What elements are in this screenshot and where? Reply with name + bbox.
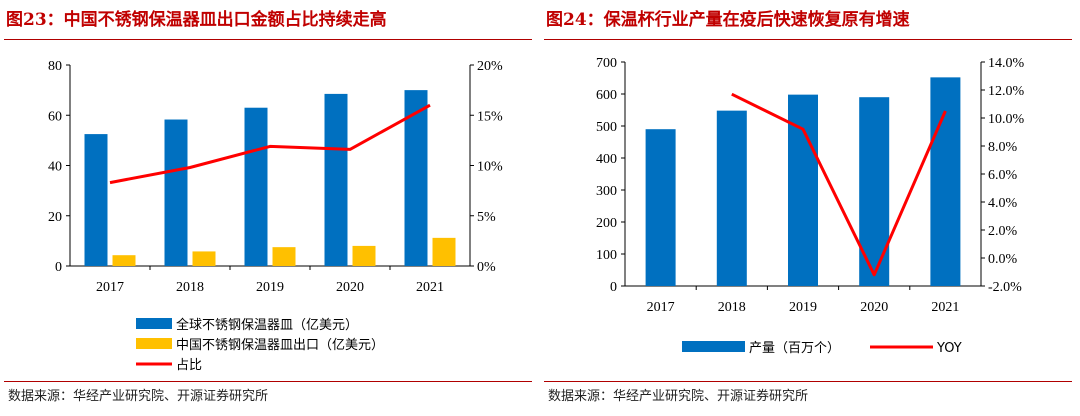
bar-1 (432, 237, 456, 266)
legend-label-1: 中国不锈钢保温器皿出口（亿美元） (176, 338, 384, 353)
y-right-tick-label: 20% (477, 59, 503, 74)
y-left-tick-label: 600 (596, 88, 617, 103)
legend-swatch-0 (682, 341, 745, 352)
x-tick-label: 2021 (416, 280, 444, 295)
chart-right-svg: 0 100 200 300 400 500 600 700 -2.0% 0.0% 2.0% 4.0% 6… (596, 56, 1025, 356)
y-left-tick-label: 40 (48, 160, 62, 175)
title-divider-left (4, 39, 532, 40)
source-divider-right (544, 381, 1072, 382)
chart-panel-left: 图23：中国不锈钢保温器皿出口金额占比持续走高 0 20 40 60 80 0% 5% 10%… (4, 10, 532, 404)
bar-0 (716, 110, 747, 286)
y-left-tick-label: 60 (48, 109, 62, 124)
x-tick-label: 2019 (256, 280, 284, 295)
y-left-tick-label: 100 (596, 248, 617, 263)
y-right-tick-label: 8.0% (988, 140, 1018, 155)
bar-0 (404, 90, 428, 266)
y-right-tick-label: 0% (477, 260, 496, 275)
legend-label-0: 产量（百万个） (749, 341, 840, 356)
bar-1 (352, 245, 376, 266)
bar-0 (164, 119, 188, 267)
legend-swatch-1 (136, 338, 172, 349)
legend-label-0: 全球不锈钢保温器皿（亿美元） (176, 317, 358, 333)
source-note-right: 数据来源：华经产业研究院、开源证券研究所 (548, 389, 809, 404)
legend-label-2: 占比 (176, 358, 202, 373)
x-tick-label: 2021 (931, 300, 959, 315)
bar-0 (859, 97, 890, 286)
y-right-tick-label: 10.0% (988, 112, 1025, 127)
y-left-tick-label: 0 (55, 260, 62, 275)
bar-0 (645, 129, 676, 286)
x-tick-label: 2017 (96, 280, 124, 295)
source-divider-left (4, 381, 532, 382)
y-left-tick-label: 200 (596, 216, 617, 231)
y-left-tick-label: 700 (596, 56, 617, 71)
y-right-tick-label: 10% (477, 160, 503, 175)
y-right-tick-label: 4.0% (988, 196, 1018, 211)
bar-1 (192, 251, 216, 266)
chart-panel-right: 图24：保温杯行业产量在疫后快速恢复原有增速 0 100 200 300 400 500 6… (540, 0, 1080, 416)
chart-title-right: 图24：保温杯行业产量在疫后快速恢复原有增速 (546, 10, 910, 30)
x-tick-label: 2018 (176, 280, 204, 295)
y-right-tick-label: 15% (477, 109, 503, 124)
y-right-tick-label: 5% (477, 210, 496, 225)
bar-1 (272, 247, 296, 266)
bar-1 (112, 255, 136, 266)
x-tick-label: 2019 (789, 300, 817, 315)
x-tick-label: 2017 (647, 300, 675, 315)
legend-label-1: YOY (936, 341, 962, 356)
title-divider-right (544, 39, 1072, 40)
y-left-tick-label: 400 (596, 152, 617, 167)
x-tick-label: 2020 (336, 280, 364, 295)
y-left-tick-label: 0 (610, 280, 617, 295)
y-left-tick-label: 80 (48, 59, 62, 74)
line-series-1 (731, 92, 947, 277)
y-right-tick-label: 0.0% (988, 252, 1018, 267)
y-right-tick-label: -2.0% (988, 280, 1022, 295)
chart-title-left: 图23：中国不锈钢保温器皿出口金额占比持续走高 (6, 10, 387, 30)
y-left-tick-label: 300 (596, 184, 617, 199)
bar-0 (244, 107, 268, 267)
y-right-tick-label: 12.0% (988, 84, 1025, 99)
bar-0 (788, 94, 818, 286)
line-series-2 (109, 103, 431, 185)
source-note-left: 数据来源：华经产业研究院、开源证券研究所 (8, 389, 269, 404)
chart-left-svg: 0 20 40 60 80 0% 5% 10% 15% 20% 2017 2018 2019 2020 20… (48, 59, 503, 373)
x-tick-label: 2020 (860, 300, 888, 315)
bar-0 (930, 77, 961, 286)
y-left-tick-label: 500 (596, 120, 617, 135)
x-tick-label: 2018 (718, 300, 746, 315)
legend-swatch-0 (136, 318, 172, 329)
y-left-tick-label: 20 (48, 210, 62, 225)
y-right-tick-label: 6.0% (988, 168, 1018, 183)
y-right-tick-label: 2.0% (988, 224, 1018, 239)
y-right-tick-label: 14.0% (988, 56, 1025, 71)
bar-0 (324, 93, 348, 266)
bar-0 (84, 134, 108, 266)
